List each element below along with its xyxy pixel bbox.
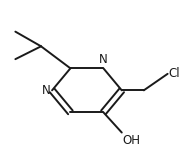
Text: OH: OH — [122, 134, 140, 147]
Text: N: N — [42, 84, 50, 97]
Text: N: N — [99, 53, 108, 66]
Text: Cl: Cl — [169, 67, 180, 80]
